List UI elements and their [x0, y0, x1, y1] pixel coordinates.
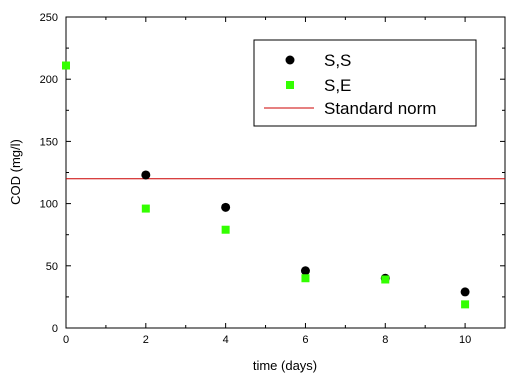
point-series-0	[300, 266, 310, 276]
point-series-1	[381, 275, 390, 284]
x-tick-label: 6	[302, 334, 308, 346]
point-series-0	[221, 202, 231, 212]
legend-marker-ss	[285, 55, 295, 65]
x-tick-labels: 0 2 4 6 8 10	[63, 334, 471, 346]
legend-marker-se	[286, 81, 294, 89]
point-series-1	[62, 61, 70, 70]
y-tick-label: 50	[46, 261, 58, 273]
x-axis-title: time (days)	[253, 358, 317, 373]
y-tick-label: 0	[52, 323, 58, 335]
y-tick-label: 250	[40, 12, 58, 24]
y-tick-label: 100	[40, 199, 58, 211]
x-tick-label: 2	[143, 334, 149, 346]
point-series-1	[461, 300, 470, 309]
y-tick-label: 200	[40, 74, 58, 86]
x-tick-label: 8	[382, 334, 388, 346]
axis-ticks	[65, 16, 505, 329]
point-series-1	[141, 204, 150, 213]
legend-label-standard-norm: Standard norm	[324, 99, 436, 118]
point-series-0	[460, 287, 470, 297]
y-tick-labels: 0 50 100 150 200 250	[40, 12, 58, 335]
point-series-1	[301, 274, 310, 283]
y-tick-label: 150	[40, 136, 58, 148]
x-tick-label: 0	[63, 334, 69, 346]
x-tick-label: 10	[459, 334, 471, 346]
point-series-1	[221, 225, 230, 234]
point-series-0	[141, 170, 151, 180]
legend-label-se: S,E	[324, 76, 351, 95]
y-axis-title: COD (mg/l)	[8, 139, 23, 205]
data-points	[62, 61, 470, 309]
legend-label-ss: S,S	[324, 51, 351, 70]
x-tick-label: 4	[223, 334, 229, 346]
legend: S,S S,E Standard norm	[253, 39, 477, 127]
